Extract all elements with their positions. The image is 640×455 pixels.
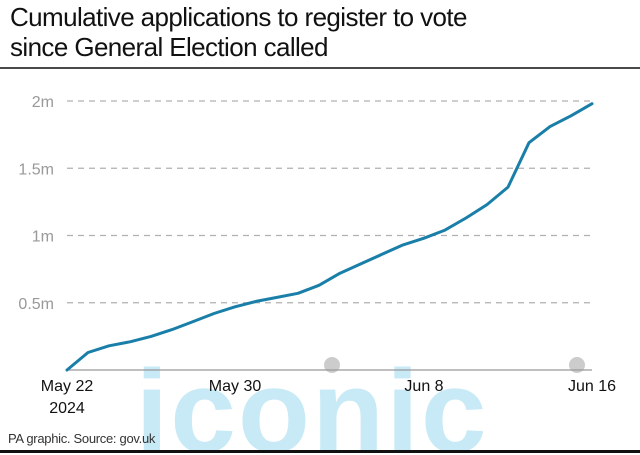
y-tick-label: 1.5m	[18, 161, 54, 178]
series-line-applications	[65, 102, 594, 372]
title-divider	[0, 67, 640, 69]
y-tick-label: 0.5m	[18, 296, 54, 313]
data-points	[66, 102, 594, 371]
source-note: PA graphic. Source: gov.uk	[8, 431, 156, 446]
chart-title-line-2: since General Election called	[10, 32, 329, 62]
x-tick-sublabel: 2024	[49, 400, 85, 417]
x-tick-label: May 22	[41, 378, 94, 395]
watermark-dot	[324, 357, 340, 373]
x-axis-ticks: May 22 2024 May 30 Jun 8 Jun 16	[41, 378, 616, 417]
y-axis-ticks: 0.5m 1m 1.5m 2m	[18, 94, 54, 313]
gridlines	[67, 100, 592, 304]
y-tick-label: 1m	[32, 229, 54, 246]
x-tick-label: Jun 8	[404, 378, 443, 395]
y-tick-label: 2m	[32, 94, 54, 111]
bottom-divider	[0, 450, 640, 453]
chart-title-line-1: Cumulative applications to register to v…	[10, 2, 467, 32]
watermark-dot	[569, 357, 585, 373]
iconic-watermark: iconic	[136, 346, 585, 455]
chart-title: Cumulative applications to register to v…	[10, 2, 630, 62]
x-tick-label: May 30	[209, 378, 262, 395]
x-tick-label: Jun 16	[568, 378, 616, 395]
watermark-text: iconic	[136, 346, 489, 455]
